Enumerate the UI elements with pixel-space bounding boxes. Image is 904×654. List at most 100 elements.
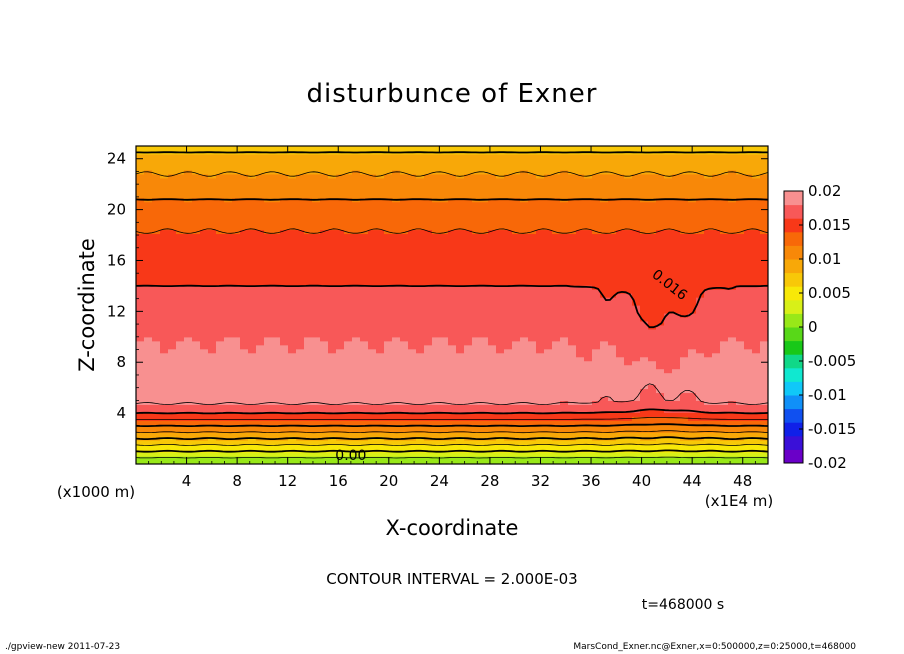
field-cell [208, 177, 217, 183]
field-cell [328, 285, 337, 290]
field-cell [344, 273, 353, 278]
field-cell [336, 261, 345, 266]
field-cell [336, 360, 345, 366]
field-cell [248, 237, 257, 242]
field-cell [408, 253, 417, 258]
field-cell [296, 233, 305, 239]
field-cell [600, 289, 609, 294]
field-cell [376, 265, 385, 270]
field-cell [480, 209, 489, 215]
field-cell [360, 221, 369, 227]
field-cell [264, 237, 273, 242]
field-cell [216, 157, 225, 163]
field-cell [416, 416, 425, 421]
field-cell [408, 440, 417, 445]
field-cell [504, 217, 513, 223]
field-cell [152, 452, 161, 457]
field-cell [560, 368, 569, 374]
field-cell [248, 348, 257, 354]
field-cell [144, 408, 153, 413]
field-cell [144, 392, 153, 398]
field-cell [560, 189, 569, 195]
field-cell [208, 233, 217, 239]
field-cell [344, 320, 353, 326]
field-cell [168, 416, 177, 421]
field-cell [296, 257, 305, 262]
field-cell [336, 221, 345, 227]
field-cell [272, 233, 281, 239]
field-cell [184, 209, 193, 215]
field-cell [440, 257, 449, 262]
field-cell [392, 245, 401, 250]
field-cell [624, 229, 633, 235]
field-cell [496, 408, 505, 413]
field-cell [424, 456, 433, 461]
field-cell [512, 404, 521, 409]
field-cell [296, 456, 305, 461]
field-cell [464, 193, 473, 199]
field-cell [600, 165, 609, 171]
field-cell [600, 384, 609, 390]
field-cell [328, 297, 337, 302]
field-cell [552, 297, 561, 302]
field-cell [528, 245, 537, 250]
field-cell [184, 173, 193, 179]
field-cell [608, 161, 617, 167]
field-cell [320, 340, 329, 346]
field-cell [264, 440, 273, 445]
field-cell [416, 332, 425, 338]
field-cell [136, 352, 145, 358]
field-cell [592, 416, 601, 421]
field-cell [152, 201, 161, 207]
field-cell [336, 305, 345, 310]
field-cell [616, 229, 625, 235]
field-cell [488, 328, 497, 334]
field-cell [472, 165, 481, 171]
field-cell [312, 440, 321, 445]
field-cell [384, 392, 393, 398]
field-cell [400, 301, 409, 306]
field-cell [408, 205, 417, 211]
field-cell [584, 269, 593, 274]
field-cell [224, 269, 233, 274]
field-cell [368, 249, 377, 254]
field-cell [208, 460, 217, 464]
field-cell [544, 312, 553, 318]
field-cell [440, 428, 449, 433]
field-cell [136, 165, 145, 171]
field-cell [400, 388, 409, 394]
field-cell [616, 277, 625, 282]
field-cell [152, 408, 161, 413]
field-cell [528, 177, 537, 183]
field-cell [384, 277, 393, 282]
field-cell [456, 380, 465, 386]
field-cell [328, 376, 337, 382]
field-cell [560, 273, 569, 278]
field-cell [272, 189, 281, 195]
field-cell [160, 237, 169, 242]
field-cell [160, 412, 169, 417]
field-cell [624, 396, 633, 401]
field-cell [448, 364, 457, 370]
field-cell [584, 237, 593, 242]
field-cell [184, 396, 193, 401]
field-cell [320, 181, 329, 187]
field-cell [616, 388, 625, 394]
field-cell [472, 316, 481, 322]
field-cell [440, 460, 449, 464]
field-cell [376, 388, 385, 394]
field-cell [592, 420, 601, 425]
field-cell [144, 404, 153, 409]
field-cell [504, 173, 513, 179]
field-cell [296, 173, 305, 179]
field-cell [136, 257, 145, 262]
field-cell [344, 161, 353, 167]
field-cell [536, 289, 545, 294]
field-cell [408, 213, 417, 219]
field-cell [552, 420, 561, 425]
field-cell [528, 237, 537, 242]
field-cell [608, 340, 617, 346]
field-cell [528, 169, 537, 175]
field-cell [144, 396, 153, 401]
field-cell [384, 177, 393, 183]
